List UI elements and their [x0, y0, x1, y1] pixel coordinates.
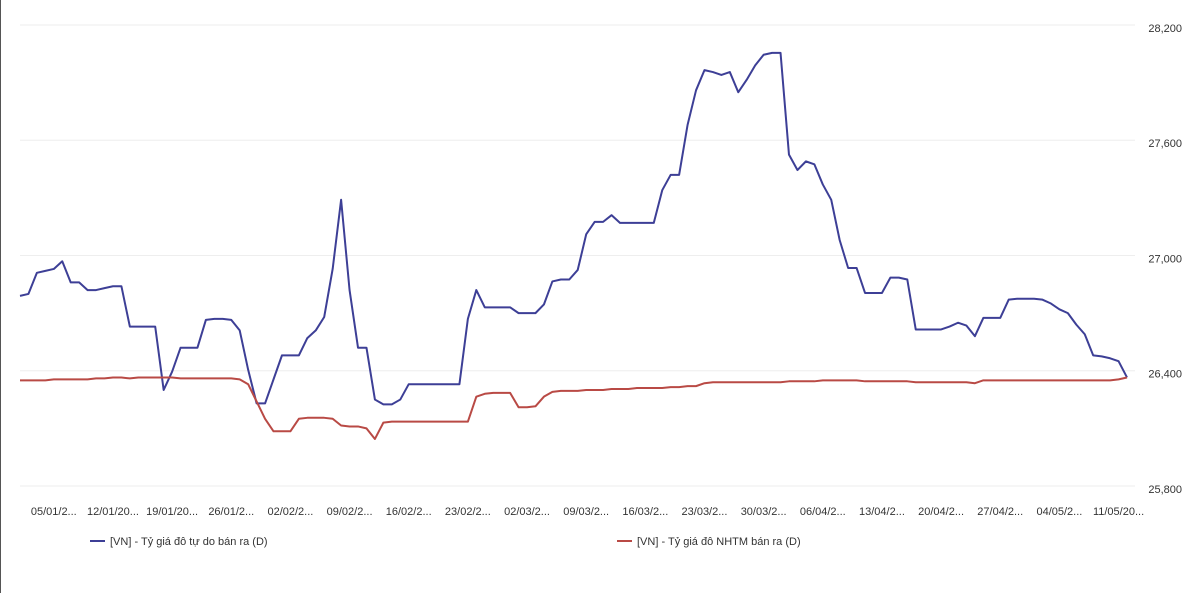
y-tick-label: 27,000: [1148, 253, 1182, 265]
x-tick-label: 13/04/2...: [859, 506, 905, 518]
legend-label: [VN] - Tỷ giá đô tự do bán ra (D): [110, 536, 268, 548]
series-line: [20, 376, 1128, 440]
x-tick-label: 20/04/2...: [918, 506, 964, 518]
x-tick-label: 09/02/2...: [327, 506, 373, 518]
x-tick-label: 23/03/2...: [682, 506, 728, 518]
x-tick-label: 02/03/2...: [504, 506, 550, 518]
legend-label: [VN] - Tỷ giá đô NHTM bán ra (D): [637, 536, 801, 548]
x-tick-label: 16/03/2...: [622, 506, 668, 518]
series-line: [19, 51, 1128, 406]
x-tick-label: 05/01/2...: [31, 506, 77, 518]
x-tick-label: 02/02/2...: [267, 506, 313, 518]
x-tick-label: 09/03/2...: [563, 506, 609, 518]
x-tick-label: 11/05/20...: [1093, 506, 1144, 518]
x-tick-label: 06/04/2...: [800, 506, 846, 518]
x-tick-label: 16/02/2...: [386, 506, 432, 518]
y-tick-label: 25,800: [1148, 484, 1182, 496]
x-tick-label: 12/01/20...: [87, 506, 139, 518]
y-tick-label: 28,200: [1148, 23, 1182, 35]
x-tick-label: 19/01/20...: [146, 506, 198, 518]
x-tick-label: 04/05/2...: [1036, 506, 1082, 518]
x-tick-label: 26/01/2...: [208, 506, 254, 518]
x-tick-label: 30/03/2...: [741, 506, 787, 518]
x-tick-label: 23/02/2...: [445, 506, 491, 518]
x-tick-label: 27/04/2...: [977, 506, 1023, 518]
y-tick-label: 27,600: [1148, 138, 1182, 150]
y-tick-label: 26,400: [1148, 369, 1182, 381]
